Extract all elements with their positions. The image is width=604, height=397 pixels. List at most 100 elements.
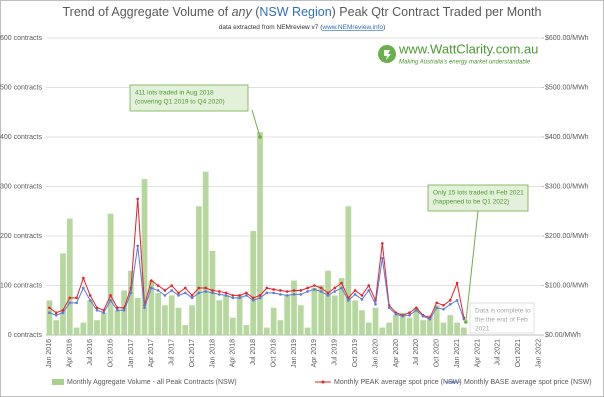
line-marker	[408, 313, 411, 317]
line-marker	[190, 296, 194, 300]
line-marker	[170, 284, 173, 287]
line-marker	[333, 286, 337, 290]
bar	[229, 317, 236, 335]
line-marker	[231, 294, 235, 297]
logo-bolt	[384, 50, 391, 60]
bar	[338, 278, 345, 335]
y-tick-label: 500 contracts	[0, 84, 42, 91]
line-marker	[183, 291, 187, 295]
line-marker	[177, 294, 180, 297]
bar	[250, 231, 257, 335]
bar	[386, 322, 392, 335]
bar	[297, 305, 304, 335]
line-marker	[442, 307, 445, 311]
bar	[134, 297, 141, 335]
bar	[291, 280, 297, 335]
line-marker	[143, 306, 146, 310]
bar	[427, 315, 433, 335]
line-marker	[61, 308, 65, 312]
y2-tick-label: $200.00/MWh	[545, 233, 589, 240]
bar	[331, 295, 338, 335]
bar	[433, 305, 440, 335]
line-marker	[360, 298, 364, 301]
line-marker	[340, 286, 343, 290]
title-part: ) Peak Qtr Contract Traded per Month	[332, 5, 542, 19]
line-marker	[136, 197, 140, 201]
bar	[46, 300, 53, 335]
bar	[406, 317, 413, 335]
bar	[53, 320, 60, 335]
line-marker	[333, 290, 337, 293]
line-marker	[285, 290, 289, 293]
x-tick-label: Jan 2022	[535, 339, 542, 368]
bar	[447, 315, 454, 335]
line-marker	[285, 294, 289, 297]
line-marker	[462, 317, 466, 321]
bar	[379, 327, 386, 335]
line-marker	[163, 294, 167, 297]
bar	[461, 327, 467, 335]
bar	[420, 320, 426, 335]
line-marker	[272, 291, 275, 295]
line-marker	[95, 308, 99, 312]
bar	[257, 132, 263, 335]
line-marker	[279, 289, 282, 292]
bar	[311, 287, 318, 335]
x-tick-label: Apr 2016	[67, 339, 74, 368]
line-marker	[306, 286, 309, 290]
line-marker	[217, 293, 221, 296]
line-marker	[204, 286, 207, 290]
bar	[60, 253, 66, 335]
bar	[66, 218, 73, 335]
x-tick-label: Jan 2021	[454, 339, 461, 368]
line-marker	[109, 299, 112, 302]
line-marker	[428, 317, 432, 321]
line-marker	[265, 286, 269, 290]
y-tick-label: 100 contracts	[0, 282, 42, 289]
y-tick-label: 0 contracts	[8, 332, 43, 339]
logo-tagline: Making Australia's energy market underst…	[399, 60, 531, 66]
line-marker	[353, 289, 357, 292]
annotation-text: the the end of Feb	[475, 317, 528, 324]
line-marker	[401, 314, 405, 318]
line-marker	[88, 294, 92, 297]
line-marker	[197, 286, 201, 290]
annotation-text: Only 15 lots traded in Feb 2021	[433, 190, 524, 197]
bar	[284, 295, 291, 335]
bar	[318, 285, 325, 335]
line-marker	[367, 289, 371, 292]
line-marker	[61, 311, 65, 315]
annotation-arrow	[465, 210, 479, 323]
bar	[325, 270, 331, 335]
title-part: NSW Region	[259, 5, 331, 19]
bar	[107, 213, 114, 335]
bar	[155, 292, 161, 335]
line-marker	[292, 289, 296, 292]
annotation-box	[469, 302, 535, 334]
line-marker	[75, 296, 78, 300]
x-tick-label: Jul 2021	[495, 339, 502, 366]
line-marker	[224, 294, 228, 297]
bar	[365, 322, 372, 335]
x-tick-label: Oct 2018	[270, 339, 277, 368]
bar	[114, 310, 121, 335]
line-marker	[258, 294, 262, 297]
bar	[168, 295, 175, 335]
line-marker	[415, 306, 418, 310]
bar	[263, 327, 270, 335]
line-marker	[116, 308, 119, 312]
line-marker	[265, 291, 269, 295]
subtitle-part: data extracted from NEMreview v7 (	[219, 24, 324, 31]
bar	[175, 307, 182, 335]
annotation-box	[129, 84, 249, 112]
bar	[345, 206, 352, 335]
line-marker	[292, 293, 296, 296]
annotation-box	[427, 184, 529, 212]
bar	[73, 327, 80, 335]
line-marker	[245, 294, 248, 297]
line-marker	[238, 294, 241, 297]
line-marker	[421, 314, 425, 318]
x-tick-label: Jul 2019	[332, 339, 339, 366]
bar	[162, 305, 168, 335]
logo: www.WattClarity.com.au Making Australia'…	[378, 41, 538, 66]
